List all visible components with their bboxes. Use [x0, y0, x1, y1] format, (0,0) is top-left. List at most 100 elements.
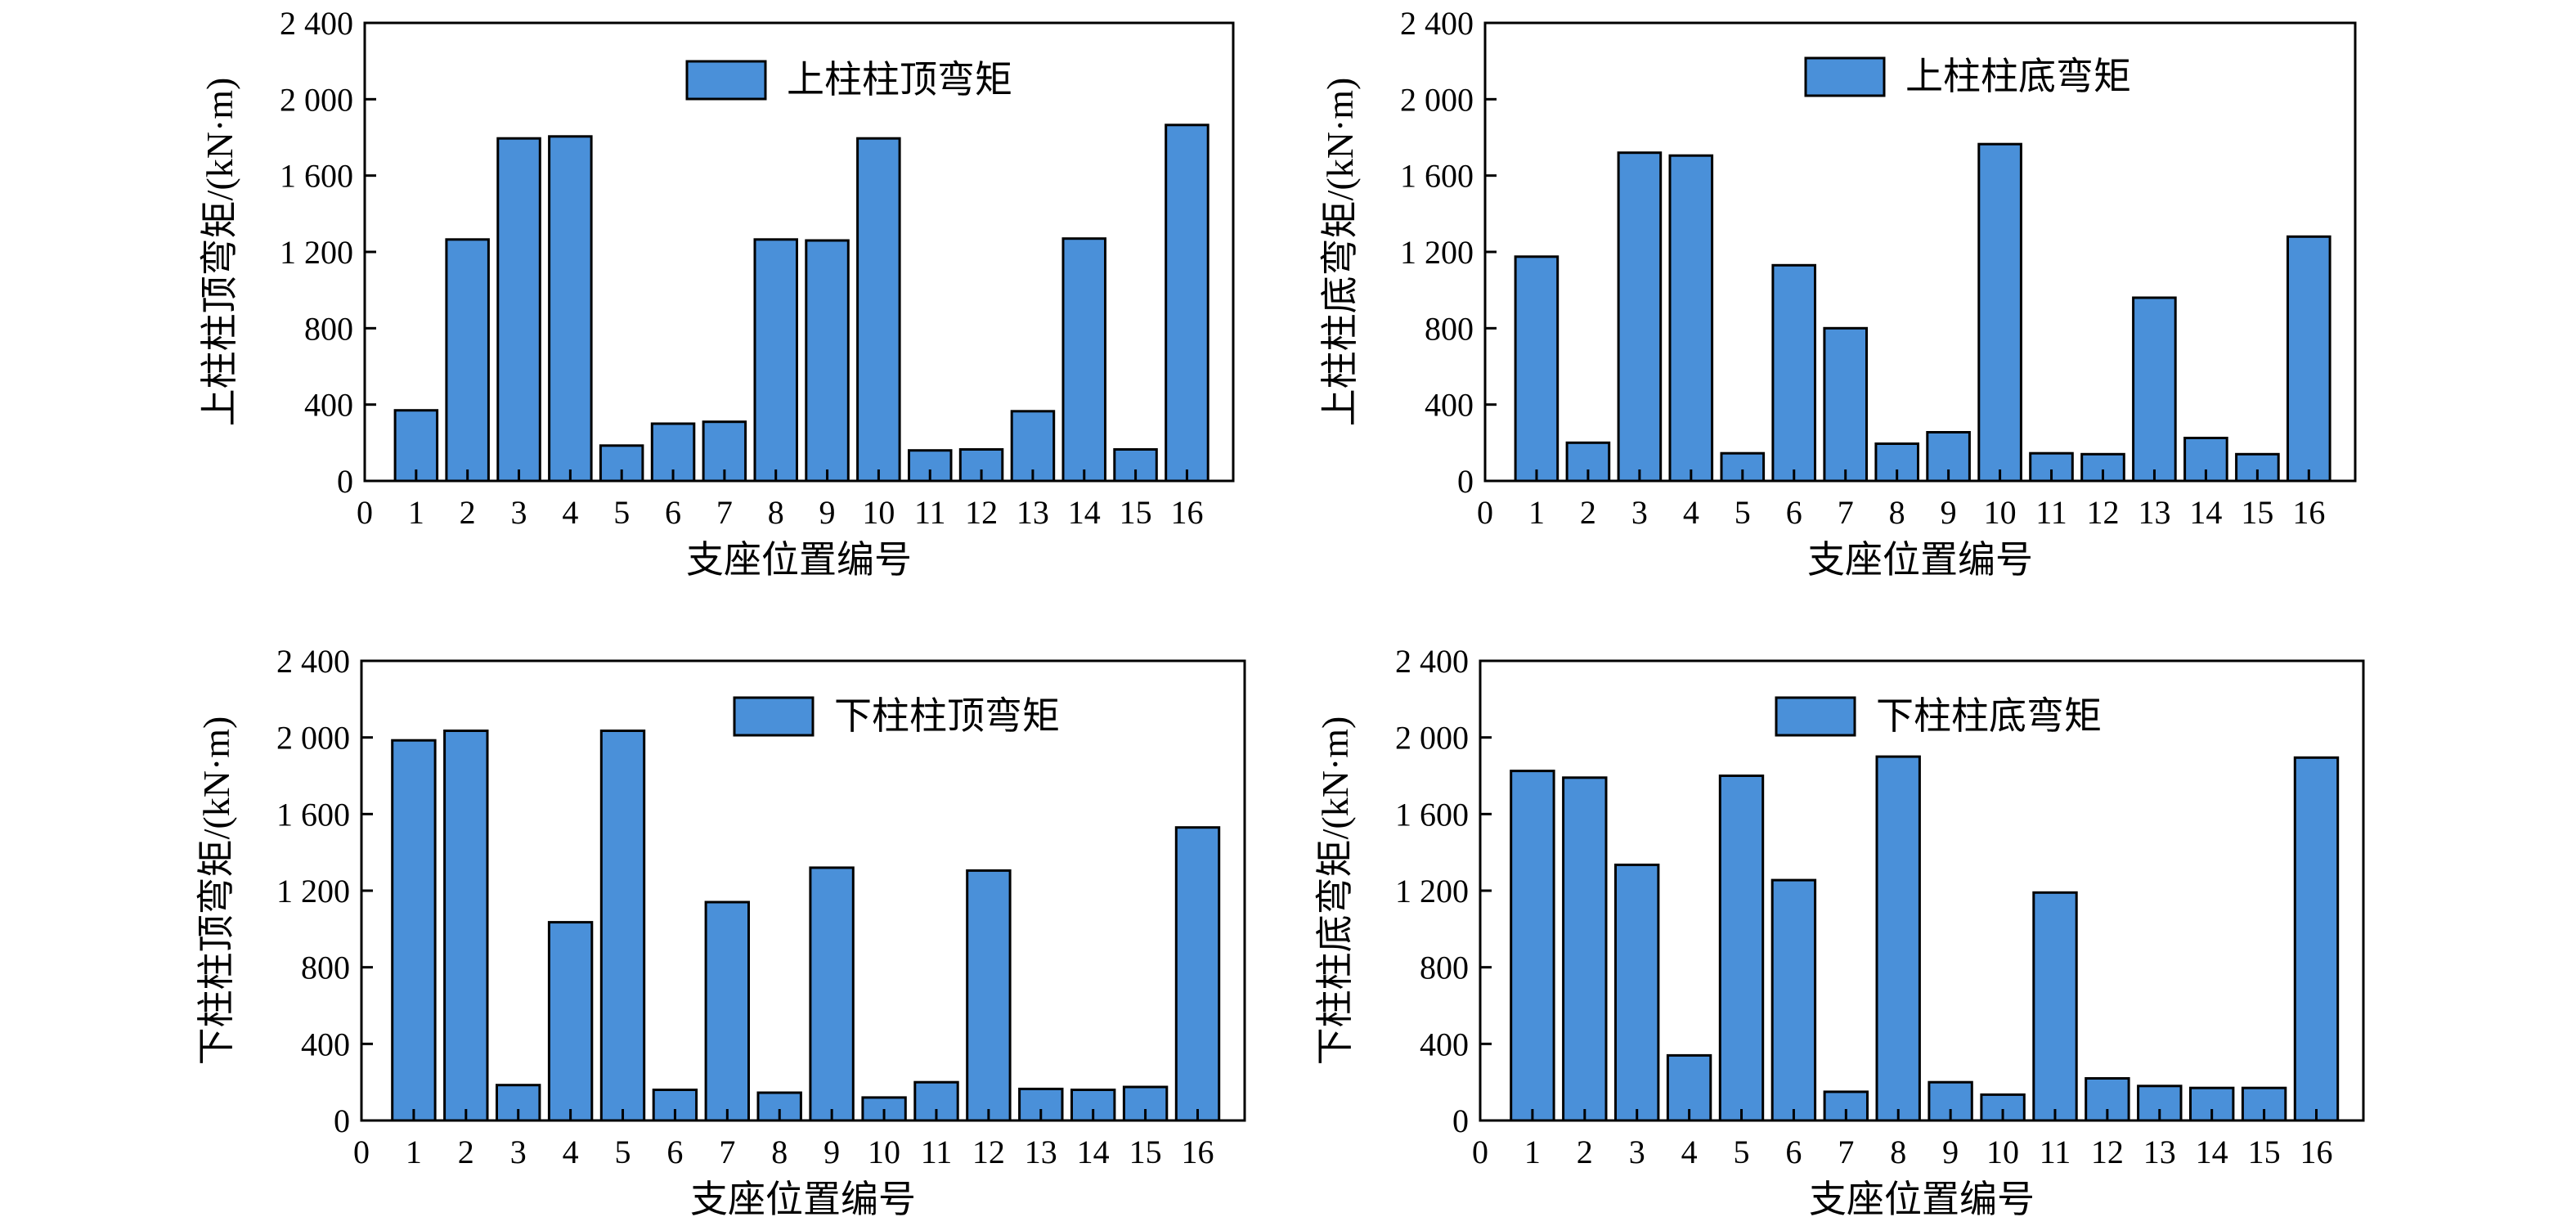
- bar-16: [1165, 123, 1209, 483]
- y-tick-label: 400: [304, 387, 353, 424]
- bar-8: [1875, 755, 1921, 1122]
- x-tick-label: 14: [1077, 1134, 1110, 1170]
- x-tick-label: 0: [1472, 1134, 1488, 1170]
- bar-1: [391, 739, 437, 1122]
- x-tick-label: 12: [972, 1134, 1005, 1170]
- y-tick-label: 1 600: [1395, 796, 1469, 833]
- x-tick-label: 5: [1734, 1134, 1750, 1170]
- bar-3: [1614, 863, 1660, 1122]
- x-tick-label: 0: [353, 1134, 370, 1170]
- bar-5: [599, 730, 646, 1122]
- x-tick-label: 7: [719, 1134, 735, 1170]
- bar-11: [2032, 891, 2078, 1122]
- y-tick-label: 1 200: [1400, 234, 1474, 271]
- y-tick-label: 2 400: [280, 5, 353, 42]
- legend-label: 上柱柱顶弯矩: [787, 59, 1012, 101]
- x-tick-label: 4: [1683, 494, 1699, 531]
- x-tick-label: 15: [2248, 1134, 2281, 1170]
- x-tick-label: 7: [716, 494, 733, 531]
- y-tick-label: 2 400: [1400, 5, 1474, 42]
- bar-8: [1874, 442, 1919, 483]
- y-tick-label: 800: [304, 310, 353, 347]
- x-tick-label: 3: [1629, 1134, 1645, 1170]
- x-tick-label: 12: [2091, 1134, 2124, 1170]
- y-axis-label: 上柱柱顶弯矩/(kN·m): [199, 78, 240, 427]
- x-tick-label: 6: [666, 1134, 683, 1170]
- y-tick-label: 2 000: [1400, 81, 1474, 118]
- x-tick-label: 1: [1524, 1134, 1541, 1170]
- y-tick-label: 0: [1457, 463, 1474, 500]
- bar-6: [1770, 878, 1817, 1122]
- x-tick-label: 8: [768, 494, 784, 531]
- x-tick-label: 10: [868, 1134, 900, 1170]
- x-tick-label: 3: [1631, 494, 1648, 531]
- bar-2: [445, 238, 490, 483]
- bar-12: [966, 869, 1012, 1122]
- legend-label: 下柱柱顶弯矩: [834, 695, 1060, 737]
- legend-label: 上柱柱底弯矩: [1905, 56, 2131, 97]
- bar-10: [1977, 142, 2022, 483]
- x-tick-label: 7: [1838, 494, 1854, 531]
- x-tick-label: 13: [2138, 494, 2170, 531]
- x-tick-label: 12: [2087, 494, 2120, 531]
- bar-1: [1510, 770, 1555, 1122]
- x-tick-label: 10: [862, 494, 895, 531]
- x-tick-label: 16: [2292, 494, 2325, 531]
- bar-8: [753, 238, 798, 483]
- bar-13: [2132, 296, 2177, 483]
- y-tick-label: 1 600: [1400, 158, 1474, 195]
- y-tick-label: 400: [1425, 387, 1474, 424]
- y-axis-label: 下柱柱顶弯矩/(kN·m): [195, 716, 237, 1066]
- y-tick-label: 2 400: [1395, 643, 1469, 680]
- bar-3: [496, 137, 541, 483]
- y-tick-label: 400: [301, 1026, 350, 1062]
- bar-4: [548, 135, 593, 483]
- x-axis-label: 支座位置编号: [690, 1179, 916, 1220]
- legend-swatch: [1775, 696, 1856, 737]
- y-tick-label: 1 200: [1395, 873, 1469, 909]
- bar-9: [805, 239, 850, 483]
- bar-7: [704, 900, 750, 1122]
- x-tick-label: 4: [563, 1134, 579, 1170]
- bar-4: [1668, 154, 1714, 483]
- legend-swatch: [685, 60, 767, 101]
- x-axis-label: 支座位置编号: [686, 539, 912, 581]
- x-tick-label: 6: [1785, 1134, 1802, 1170]
- x-tick-label: 14: [2189, 494, 2222, 531]
- legend-swatch: [733, 696, 815, 737]
- x-tick-label: 14: [1068, 494, 1101, 531]
- y-tick-label: 2 000: [1395, 720, 1469, 757]
- x-tick-label: 13: [1016, 494, 1049, 531]
- bar-2: [443, 730, 489, 1122]
- x-tick-label: 0: [357, 494, 373, 531]
- x-tick-label: 3: [510, 1134, 527, 1170]
- y-tick-label: 800: [1425, 310, 1474, 347]
- bar-6: [1771, 263, 1816, 483]
- x-axis-label: 支座位置编号: [1809, 1179, 2035, 1220]
- x-tick-label: 0: [1477, 494, 1493, 531]
- x-tick-label: 4: [1681, 1134, 1698, 1170]
- y-tick-label: 2 000: [276, 720, 350, 757]
- bar-5: [1718, 775, 1765, 1122]
- y-axis-label: 下柱柱底弯矩/(kN·m): [1314, 716, 1356, 1066]
- x-tick-label: 15: [1120, 494, 1152, 531]
- y-tick-label: 0: [334, 1103, 350, 1139]
- x-tick-label: 9: [1942, 1134, 1959, 1170]
- y-tick-label: 2 400: [276, 643, 350, 680]
- x-tick-label: 5: [1735, 494, 1751, 531]
- x-tick-label: 1: [406, 1134, 422, 1170]
- y-tick-label: 1 600: [280, 158, 353, 195]
- x-tick-label: 5: [613, 494, 630, 531]
- x-tick-label: 16: [1181, 1134, 1214, 1170]
- x-tick-label: 13: [2143, 1134, 2176, 1170]
- x-tick-label: 12: [965, 494, 998, 531]
- legend-label: 下柱柱底弯矩: [1876, 695, 2102, 737]
- x-tick-label: 11: [914, 494, 946, 531]
- y-tick-label: 0: [337, 463, 353, 500]
- y-tick-label: 400: [1420, 1026, 1469, 1062]
